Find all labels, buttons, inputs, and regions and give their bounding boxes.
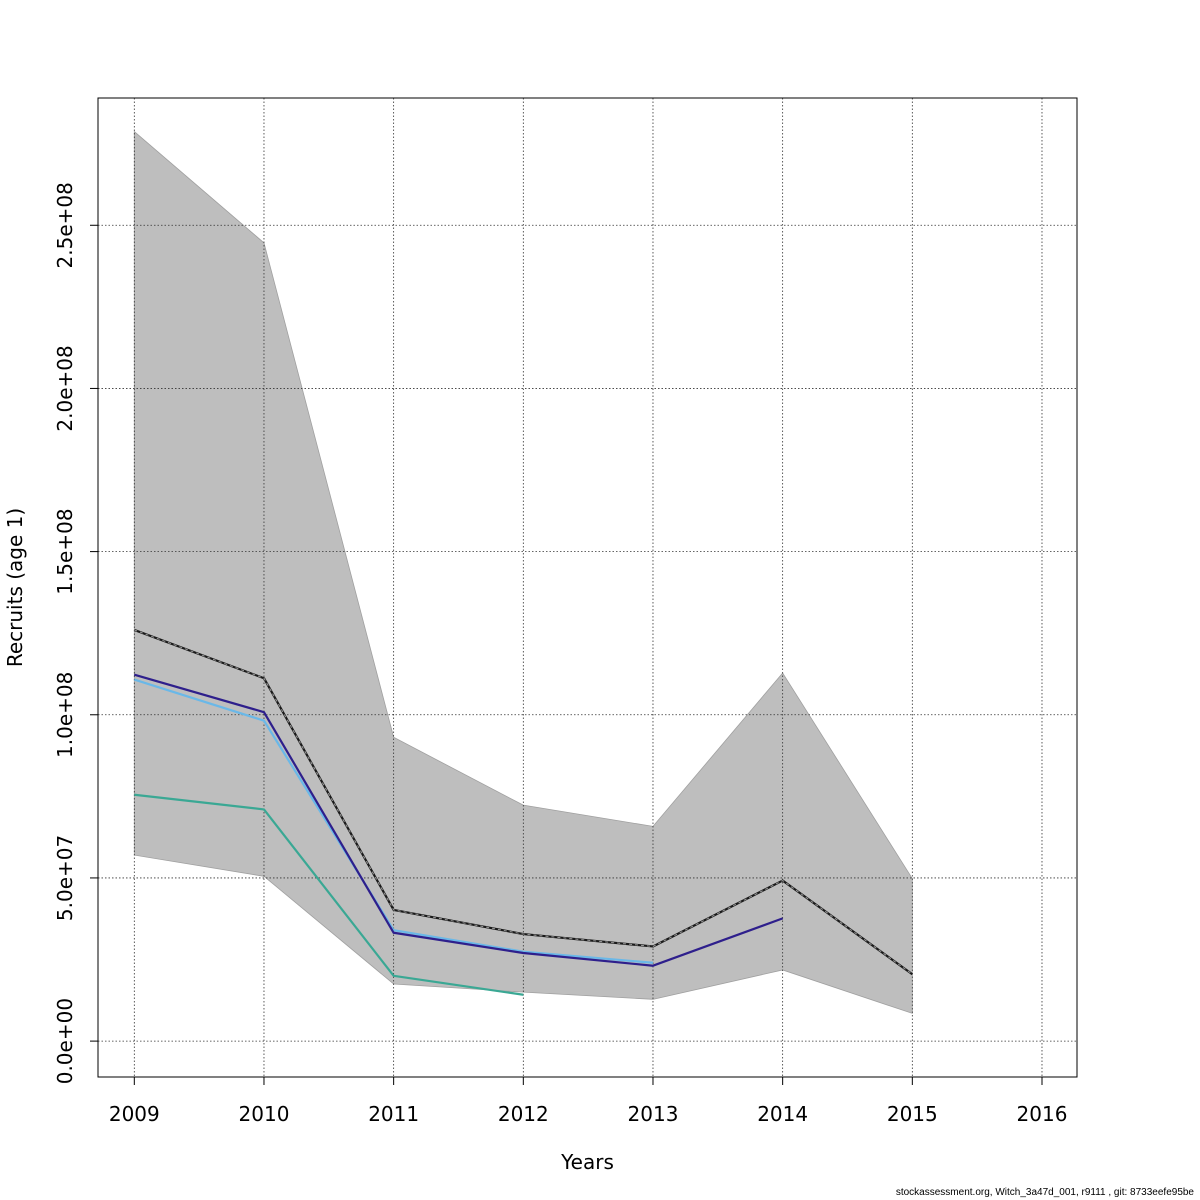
y-tick-label: 1.5e+08 bbox=[53, 508, 77, 594]
y-axis-title: Recruits (age 1) bbox=[3, 508, 27, 667]
series-line bbox=[134, 673, 784, 967]
x-tick-label: 2011 bbox=[368, 1102, 419, 1126]
y-tick-label: 5.0e+07 bbox=[53, 835, 77, 921]
y-tick-label: 2.0e+08 bbox=[53, 345, 77, 431]
y-tick-label: 2.5e+08 bbox=[53, 182, 77, 268]
x-axis: 2009 2010 2011 2012 2013 2014 2015 2016 bbox=[109, 1077, 1068, 1126]
y-tick-label: 0.0e+00 bbox=[53, 998, 77, 1084]
y-tick-label: 1.0e+08 bbox=[53, 672, 77, 758]
series-layer bbox=[133, 628, 913, 996]
x-axis-title: Years bbox=[560, 1150, 614, 1174]
x-tick-label: 2014 bbox=[757, 1102, 808, 1126]
plot-frame bbox=[97, 97, 1078, 1078]
x-tick-label: 2016 bbox=[1017, 1102, 1068, 1126]
x-tick-label: 2015 bbox=[887, 1102, 938, 1126]
series-line-dashes bbox=[134, 629, 913, 975]
series-line bbox=[134, 793, 524, 996]
x-tick-label: 2013 bbox=[628, 1102, 679, 1126]
y-axis: 0.0e+00 5.0e+07 1.0e+08 1.5e+08 2.0e+08 2.5e+… bbox=[53, 182, 98, 1084]
x-tick-label: 2009 bbox=[109, 1102, 160, 1126]
x-tick-label: 2012 bbox=[498, 1102, 549, 1126]
series-line bbox=[133, 678, 654, 964]
x-tick-label: 2010 bbox=[239, 1102, 290, 1126]
footer-credit: stockassessment.org, Witch_3a47d_001, r9… bbox=[895, 1187, 1194, 1198]
grid-layer bbox=[98, 98, 1077, 1077]
